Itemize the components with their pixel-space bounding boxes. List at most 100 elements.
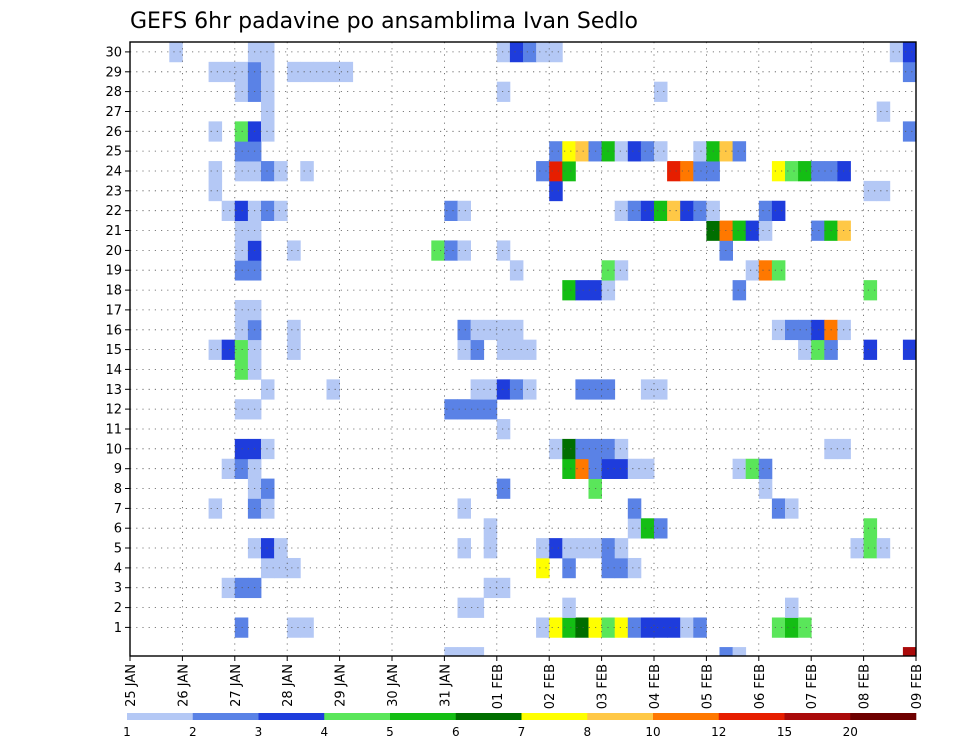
heatmap-cell	[614, 538, 629, 559]
heatmap-cell	[234, 299, 249, 321]
heatmap-cell	[261, 101, 275, 122]
heatmap-cell	[575, 617, 589, 638]
heatmap-cell	[287, 557, 301, 579]
heatmap-cell	[326, 61, 340, 83]
heatmap-cell	[798, 319, 812, 341]
heatmap-cell	[261, 538, 275, 559]
heatmap-cell	[863, 339, 878, 360]
heatmap-cell	[758, 260, 773, 281]
x-tick-label: 02 FEB	[543, 664, 558, 709]
heatmap-cell	[496, 478, 511, 499]
colorbar-swatch	[390, 713, 457, 720]
heatmap-cells	[169, 42, 917, 657]
heatmap-cell	[496, 419, 511, 440]
heatmap-cell	[339, 61, 354, 83]
heatmap-cell	[863, 538, 878, 559]
heatmap-cell	[496, 319, 511, 341]
heatmap-cell	[614, 617, 629, 638]
heatmap-cell	[562, 161, 576, 182]
heatmap-cell	[457, 200, 471, 221]
y-tick-label: 12	[105, 403, 122, 418]
heatmap-cell	[693, 200, 707, 221]
heatmap-cell	[509, 42, 524, 63]
heatmap-cell	[261, 161, 275, 182]
heatmap-cell	[732, 458, 747, 479]
y-tick-label: 16	[105, 323, 122, 338]
heatmap-cell	[457, 647, 471, 657]
heatmap-cell	[811, 339, 825, 360]
heatmap-cell	[902, 61, 917, 83]
colorbar-label: 2	[189, 725, 197, 739]
heatmap-cell	[640, 518, 655, 539]
heatmap-cell	[261, 478, 275, 499]
heatmap-cell	[562, 438, 576, 460]
heatmap-cell	[287, 240, 301, 261]
heatmap-cell	[300, 61, 314, 83]
heatmap-cell	[693, 617, 707, 638]
heatmap-cell	[457, 498, 471, 519]
y-tick-label: 18	[105, 284, 122, 299]
heatmap-cell	[234, 200, 249, 221]
colorbar-swatch	[784, 713, 851, 720]
colorbar-swatch	[718, 713, 785, 720]
heatmap-cell	[470, 647, 485, 657]
heatmap-cell	[234, 438, 249, 460]
colorbar-swatch	[324, 713, 391, 720]
x-tick-label: 26 JAN	[176, 664, 191, 707]
heatmap-cell	[785, 498, 799, 519]
heatmap-cell	[221, 339, 236, 360]
y-tick-label: 3	[114, 581, 122, 596]
y-tick-label: 24	[105, 165, 122, 180]
heatmap-cell	[221, 200, 236, 221]
y-tick-label: 22	[105, 204, 122, 219]
heatmap-cell	[876, 180, 891, 202]
heatmap-cell	[693, 161, 707, 182]
heatmap-cell	[758, 220, 773, 241]
heatmap-cell	[261, 498, 275, 519]
heatmap-cell	[627, 458, 642, 479]
y-tick-label: 29	[105, 65, 122, 80]
heatmap-cell	[496, 81, 511, 102]
heatmap-cell	[889, 42, 904, 63]
heatmap-cell	[274, 161, 288, 182]
x-tick-label: 08 FEB	[858, 664, 873, 709]
heatmap-cell	[680, 617, 694, 638]
plot-frame	[129, 41, 917, 657]
heatmap-cell	[221, 458, 236, 479]
heatmap-cell	[234, 161, 249, 182]
heatmap-cell	[208, 498, 223, 519]
heatmap-cell	[614, 200, 629, 221]
heatmap-cell	[654, 141, 668, 162]
heatmap-cell	[771, 319, 786, 341]
y-tick-label: 28	[105, 85, 122, 100]
heatmap-cell	[234, 458, 249, 479]
heatmap-cell	[627, 498, 642, 519]
y-tick-label: 30	[105, 45, 122, 60]
heatmap-cell	[234, 141, 249, 162]
heatmap-cell	[614, 458, 629, 479]
heatmap-cell	[902, 339, 917, 360]
heatmap-cell	[536, 538, 550, 559]
heatmap-cell	[549, 141, 563, 162]
heatmap-cell	[614, 557, 629, 579]
heatmap-cell	[654, 518, 668, 539]
colorbar-swatch	[127, 713, 194, 720]
heatmap-cell	[208, 339, 223, 360]
heatmap-cell	[496, 42, 511, 63]
heatmap-cell	[667, 161, 681, 182]
heatmap-cell	[549, 617, 563, 638]
heatmap-cell	[575, 280, 589, 301]
heatmap-cell	[654, 81, 668, 102]
colorbar-label: 7	[518, 725, 526, 739]
colorbar-swatch	[258, 713, 325, 720]
x-tick-label: 01 FEB	[491, 664, 506, 709]
heatmap-cell	[457, 319, 471, 341]
heatmap-cell	[457, 538, 471, 559]
x-tick-label: 05 FEB	[700, 664, 715, 709]
heatmap-cell	[902, 42, 917, 63]
heatmap-cell	[771, 260, 786, 281]
colorbar-swatch	[587, 713, 654, 720]
heatmap-cell	[496, 339, 511, 360]
heatmap-cell	[509, 379, 524, 400]
heatmap-cell	[902, 121, 917, 142]
